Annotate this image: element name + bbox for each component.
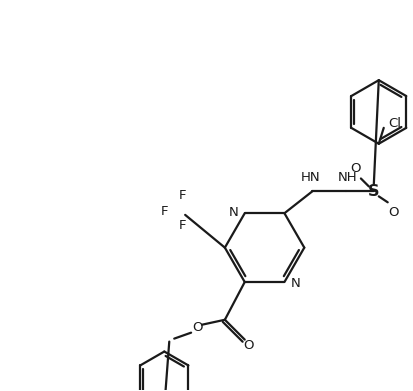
Text: HN: HN bbox=[300, 171, 319, 185]
Text: O: O bbox=[387, 206, 398, 219]
Text: F: F bbox=[178, 190, 185, 203]
Text: O: O bbox=[243, 339, 253, 352]
Text: N: N bbox=[228, 206, 238, 219]
Text: NH: NH bbox=[337, 171, 357, 185]
Text: O: O bbox=[191, 321, 202, 334]
Text: N: N bbox=[290, 276, 299, 289]
Text: O: O bbox=[350, 162, 360, 175]
Text: Cl: Cl bbox=[388, 117, 401, 130]
Text: F: F bbox=[160, 205, 168, 219]
Text: F: F bbox=[178, 219, 185, 232]
Text: S: S bbox=[367, 184, 379, 199]
